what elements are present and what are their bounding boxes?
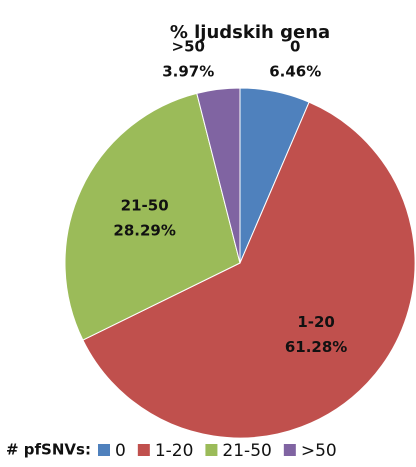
- pie-slice: [64, 92, 241, 341]
- slice-category: 1-20: [297, 313, 335, 331]
- legend-label: >50: [301, 441, 337, 461]
- slice-value-label: 6.46%: [269, 63, 321, 81]
- legend-swatch: [98, 444, 110, 456]
- slice-value-label: 28.29%: [113, 221, 175, 239]
- slice-category: 21-50: [121, 196, 169, 214]
- legend-swatch: [137, 444, 150, 456]
- pie-slice: [196, 87, 241, 264]
- pie-slice: [82, 101, 416, 439]
- legend-label: 21-50: [222, 441, 271, 461]
- legend-label: 0: [115, 441, 126, 461]
- legend-label: 1-20: [155, 441, 194, 461]
- legend-swatch: [283, 444, 296, 456]
- slice-value-label: 61.28%: [285, 338, 347, 356]
- slice-value-label: 3.97%: [162, 63, 214, 81]
- slice-category: >50: [172, 38, 205, 56]
- legend-title: # pfSNVs:: [6, 441, 91, 459]
- legend-swatch: [205, 444, 218, 456]
- slice-category: 0: [290, 38, 300, 56]
- chart-title: % ljudskih gena: [170, 22, 330, 43]
